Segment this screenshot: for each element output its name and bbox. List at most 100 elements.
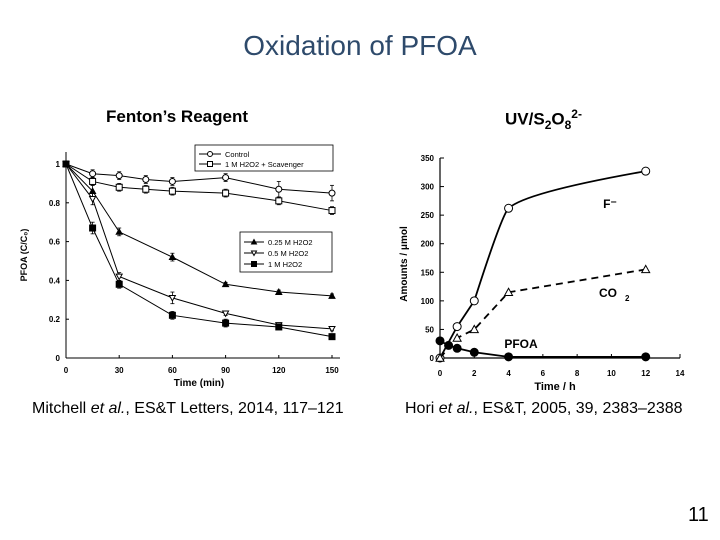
legend-marker: [250, 238, 258, 245]
y-tick-label: 0.4: [49, 276, 61, 285]
annotation-co2-subscript: 2: [625, 294, 630, 303]
x-tick-label: 12: [641, 369, 650, 378]
series-line: [65, 163, 333, 194]
series-co2: [435, 264, 651, 362]
y-tick-label: 0: [56, 354, 61, 363]
data-point: [452, 343, 462, 353]
data-point: [168, 187, 176, 195]
heading-sup: 2-: [571, 107, 582, 121]
annotation-pfoa: PFOA: [504, 337, 538, 351]
data-point: [503, 287, 514, 296]
data-point: [89, 177, 97, 185]
legend-marker: [207, 161, 213, 167]
data-point: [142, 185, 150, 193]
series-pfoa: [435, 336, 651, 362]
legend-marker: [251, 261, 257, 267]
heading-base: UV/S: [505, 109, 545, 129]
data-point: [89, 224, 97, 232]
y-tick-label: 1: [56, 160, 61, 169]
data-point: [115, 172, 123, 180]
data-point: [168, 253, 177, 261]
x-tick-label: 60: [168, 366, 177, 375]
x-tick-label: 150: [325, 366, 339, 375]
y-tick-label: 0: [430, 354, 435, 363]
data-point: [275, 323, 283, 331]
data-point: [641, 352, 651, 362]
data-point: [328, 207, 336, 215]
data-point: [89, 170, 97, 178]
x-tick-label: 8: [575, 369, 580, 378]
legend-label: 1 M H2O2: [268, 260, 302, 269]
data-point: [469, 296, 479, 306]
data-point: [469, 324, 480, 334]
legend-label: 0.25 M H2O2: [268, 238, 313, 247]
cite-etal: et al.: [438, 400, 474, 417]
data-point: [328, 326, 336, 333]
legend-marker: [250, 250, 258, 257]
cite-rest: , 2005, 39, 2383‒2388: [522, 400, 683, 417]
data-point: [275, 185, 283, 193]
x-axis-label: Time (min): [174, 378, 224, 389]
legend-box: [194, 144, 334, 172]
cite-rest: , 2014, 117‒121: [229, 400, 344, 417]
legend-label: 0.5 M H2O2: [268, 249, 308, 258]
data-point: [640, 264, 651, 274]
data-point: [504, 352, 514, 362]
y-axis-label: PFOA (C/C₀): [19, 229, 29, 282]
x-tick-label: 90: [221, 366, 230, 375]
y-tick-label: 200: [421, 240, 435, 249]
heading-sub-1: 2: [544, 118, 552, 133]
y-tick-label: 50: [425, 325, 434, 334]
left-citation: Mitchell et al., ES&T Letters, 2014, 117…: [32, 400, 344, 418]
right-citation: Hori et al., ES&T, 2005, 39, 2383‒2388: [405, 400, 683, 418]
x-axis-label: Time / h: [534, 381, 576, 393]
y-tick-label: 150: [421, 268, 435, 277]
data-point: [328, 189, 336, 197]
data-point: [115, 273, 124, 281]
data-point: [115, 227, 124, 235]
cite-journal: , ES&T: [473, 400, 523, 417]
annotation-fluoride: F⁻: [603, 197, 617, 211]
x-tick-label: 10: [607, 369, 616, 378]
cite-authors: Hori: [405, 400, 439, 417]
data-point: [221, 280, 230, 288]
y-tick-label: 250: [421, 211, 435, 220]
data-point: [142, 176, 150, 184]
x-tick-label: 4: [506, 369, 511, 378]
legend-label: 1 M H2O2 + Scavenger: [225, 160, 304, 169]
slide-title: Oxidation of PFOA: [243, 30, 477, 61]
data-point: [452, 322, 462, 332]
legend-middle: 0.25 M H2O2 0.5 M H2O2 1 M H2O2: [239, 231, 333, 273]
y-tick-label: 0.6: [49, 238, 61, 247]
data-point: [469, 347, 479, 357]
data-point: [452, 332, 462, 342]
data-point: [328, 291, 336, 299]
y-tick-label: 350: [421, 154, 435, 163]
x-tick-label: 14: [676, 369, 685, 378]
slide-number: 11: [688, 504, 709, 526]
right-panel-heading: UV/S2O82-: [505, 107, 582, 132]
left-panel-heading: Fenton’s Reagent: [106, 107, 248, 126]
data-point: [168, 177, 176, 185]
data-point: [168, 294, 177, 302]
series-line: [65, 163, 333, 212]
data-point: [88, 196, 97, 203]
data-point: [222, 189, 230, 197]
data-point: [222, 319, 230, 327]
cite-journal: , ES&T Letters: [125, 400, 230, 417]
data-point: [504, 203, 514, 213]
heading-mid: O: [551, 109, 565, 129]
legend-label: Control: [225, 150, 250, 159]
x-tick-label: 30: [115, 366, 124, 375]
legend-marker: [207, 151, 213, 157]
data-point: [444, 340, 454, 350]
data-point: [435, 352, 445, 362]
data-point: [274, 288, 283, 295]
x-tick-label: 0: [64, 366, 69, 375]
data-point: [275, 197, 283, 205]
x-tick-label: 0: [438, 369, 443, 378]
y-axis-label: Amounts / μmol: [399, 226, 410, 302]
